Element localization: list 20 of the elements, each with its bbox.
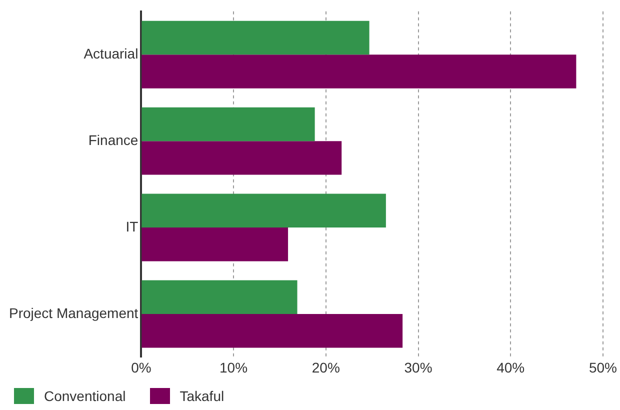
legend-label: Conventional xyxy=(43,388,126,404)
x-tick-label: 40% xyxy=(496,359,525,376)
x-tick-label: 30% xyxy=(404,359,432,376)
x-tick-label: 50% xyxy=(588,359,618,376)
y-tick-label: Actuarial xyxy=(84,45,138,62)
bar xyxy=(142,314,403,348)
y-tick-label: IT xyxy=(126,218,139,234)
y-tick-label: Project Management xyxy=(8,304,138,321)
x-tick-label: 10% xyxy=(220,359,248,376)
bar xyxy=(142,107,315,142)
x-tick-label: 20% xyxy=(312,359,340,376)
bar xyxy=(142,141,342,175)
bar xyxy=(142,228,288,262)
bar xyxy=(142,280,298,314)
bar xyxy=(142,194,386,228)
bar xyxy=(142,54,576,88)
legend-label: Takaful xyxy=(178,388,224,404)
x-tick-label: 0% xyxy=(131,359,152,376)
bar xyxy=(142,20,370,55)
y-tick-label: Finance xyxy=(88,132,138,148)
